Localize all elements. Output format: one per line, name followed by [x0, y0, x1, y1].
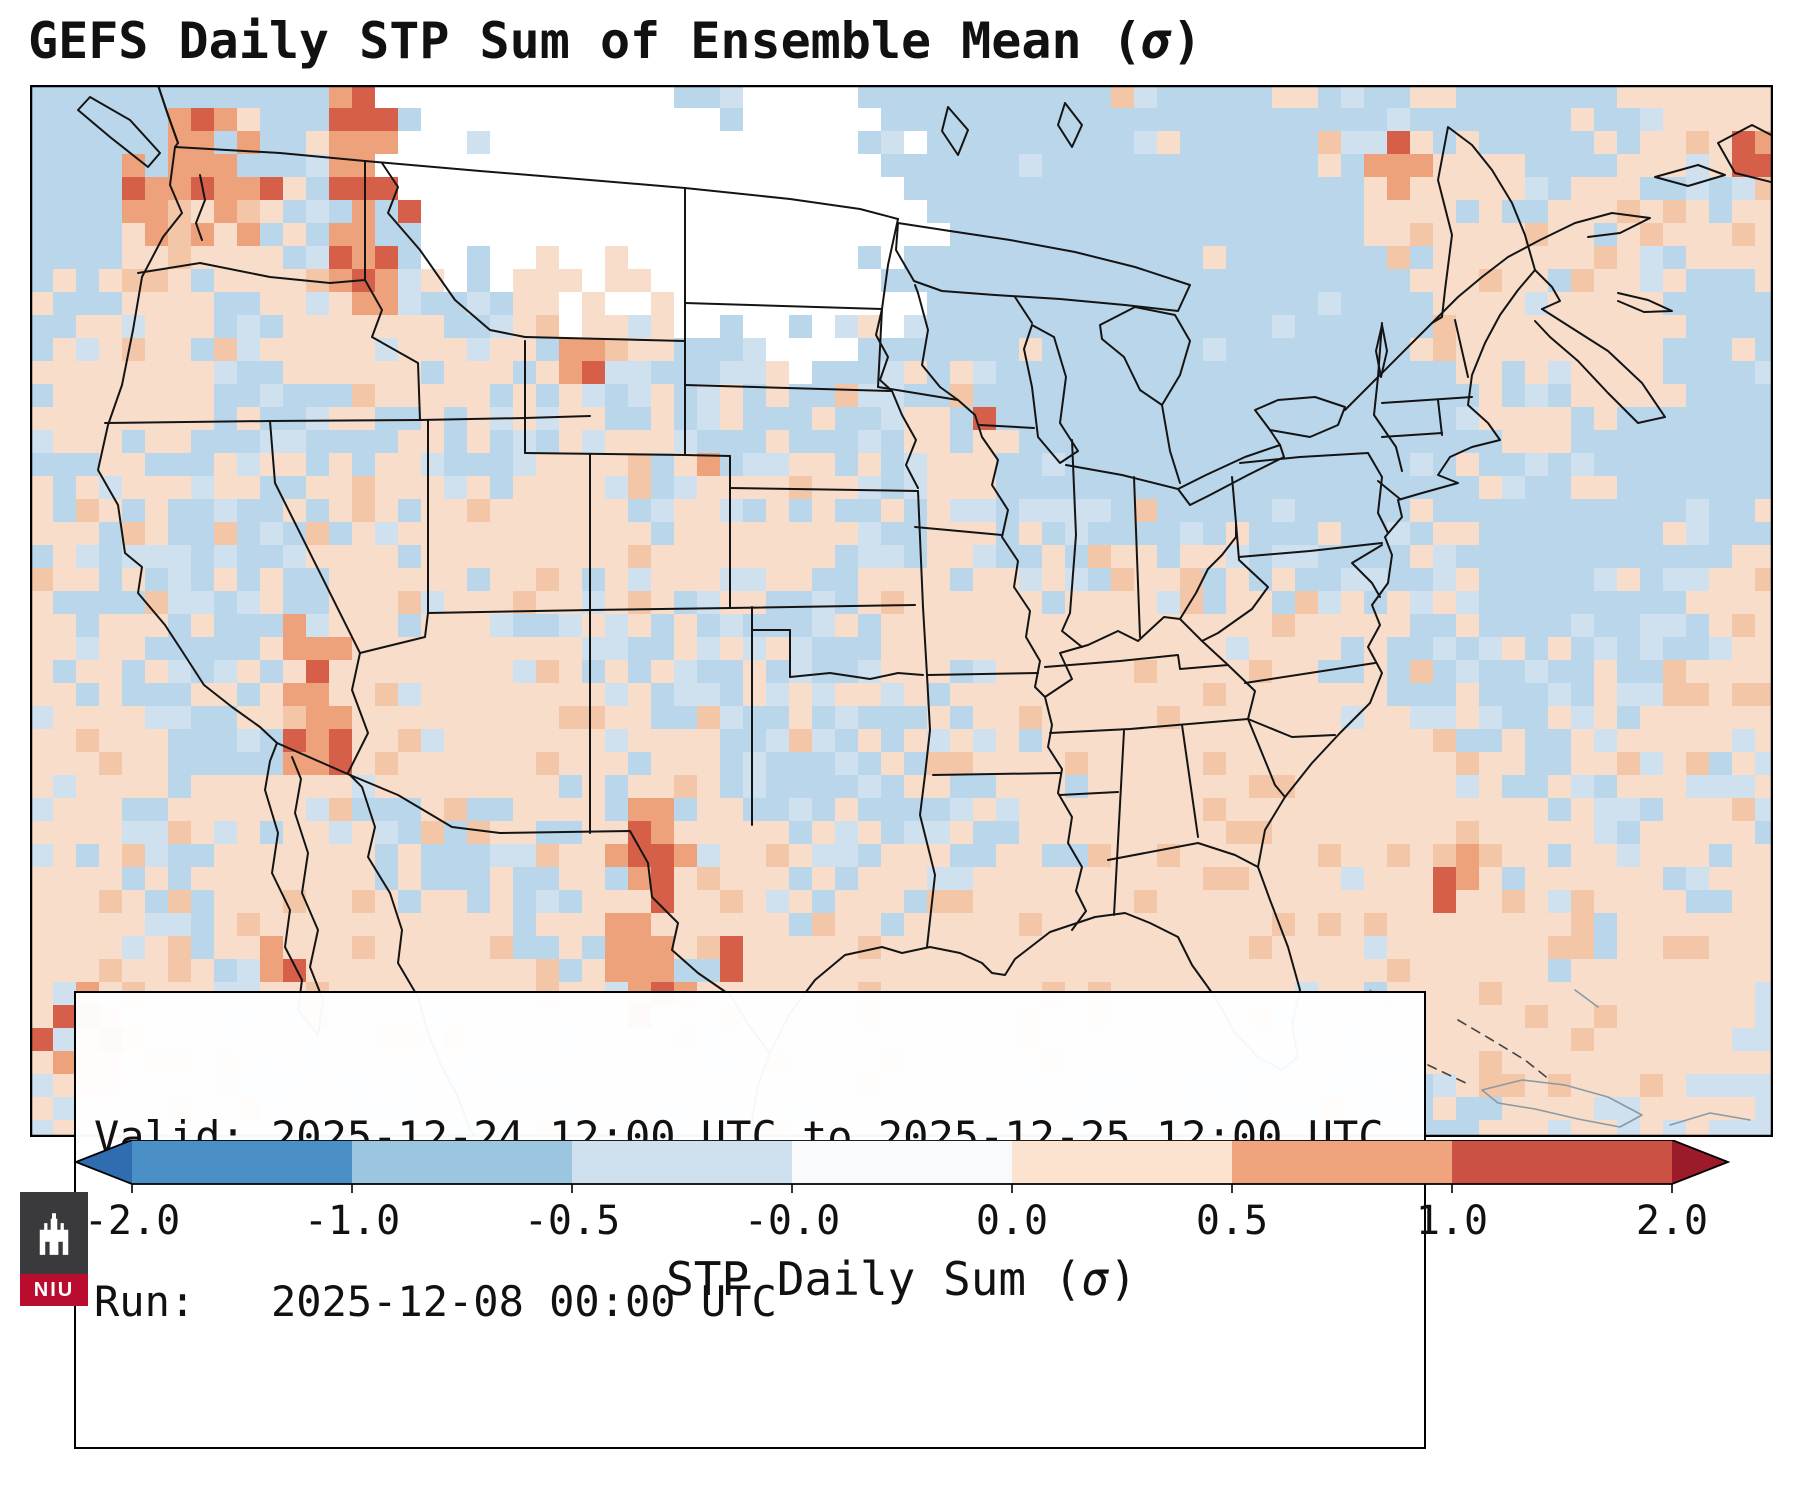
colorbar-tick-label: 1.0 — [1415, 1198, 1489, 1244]
info-box: Valid: 2025-12-24 12:00 UTC to 2025-12-2… — [74, 991, 1426, 1449]
colorbar-tick-label: -1.0 — [303, 1198, 401, 1244]
colorbar-tick-label: 2.0 — [1635, 1198, 1709, 1244]
colorbar-tick-label: 0.5 — [1195, 1198, 1269, 1244]
plot-title-text: GEFS Daily STP Sum of Ensemble Mean ( — [28, 12, 1142, 70]
colorbar-label: STP Daily Sum (σ) — [30, 1252, 1773, 1306]
map-plot: Valid: 2025-12-24 12:00 UTC to 2025-12-2… — [30, 85, 1773, 1449]
run-time-line: Run: 2025-12-08 00:00 UTC — [94, 1277, 777, 1326]
colorbar-tick-label: -2.0 — [83, 1198, 181, 1244]
plot-title-close: ) — [1171, 12, 1203, 70]
foreign-coastlines — [1369, 989, 1751, 1128]
colorbar-bar — [73, 1139, 1731, 1193]
plot-title: GEFS Daily STP Sum of Ensemble Mean (σ) — [28, 12, 1202, 70]
map-canvas — [30, 85, 1773, 1137]
niu-logo: NIU — [20, 1192, 88, 1306]
sigma-symbol: σ — [1141, 12, 1172, 70]
colorbar: -2.0 -1.0 -0.5 -0.0 0.0 0.5 1.0 2.0 STP Daily S… — [30, 1139, 1773, 1320]
niu-wordmark: NIU — [20, 1274, 88, 1306]
castle-icon — [20, 1192, 88, 1274]
colorbar-tick-label: 0.0 — [975, 1198, 1049, 1244]
sigma-symbol: σ — [1081, 1252, 1110, 1306]
colorbar-label-close: ) — [1109, 1252, 1137, 1306]
heatmap-cells — [30, 85, 1773, 1137]
colorbar-tick-label: -0.0 — [743, 1198, 841, 1244]
colorbar-tick-label: -0.5 — [523, 1198, 621, 1244]
colorbar-label-text: STP Daily Sum ( — [666, 1252, 1082, 1306]
